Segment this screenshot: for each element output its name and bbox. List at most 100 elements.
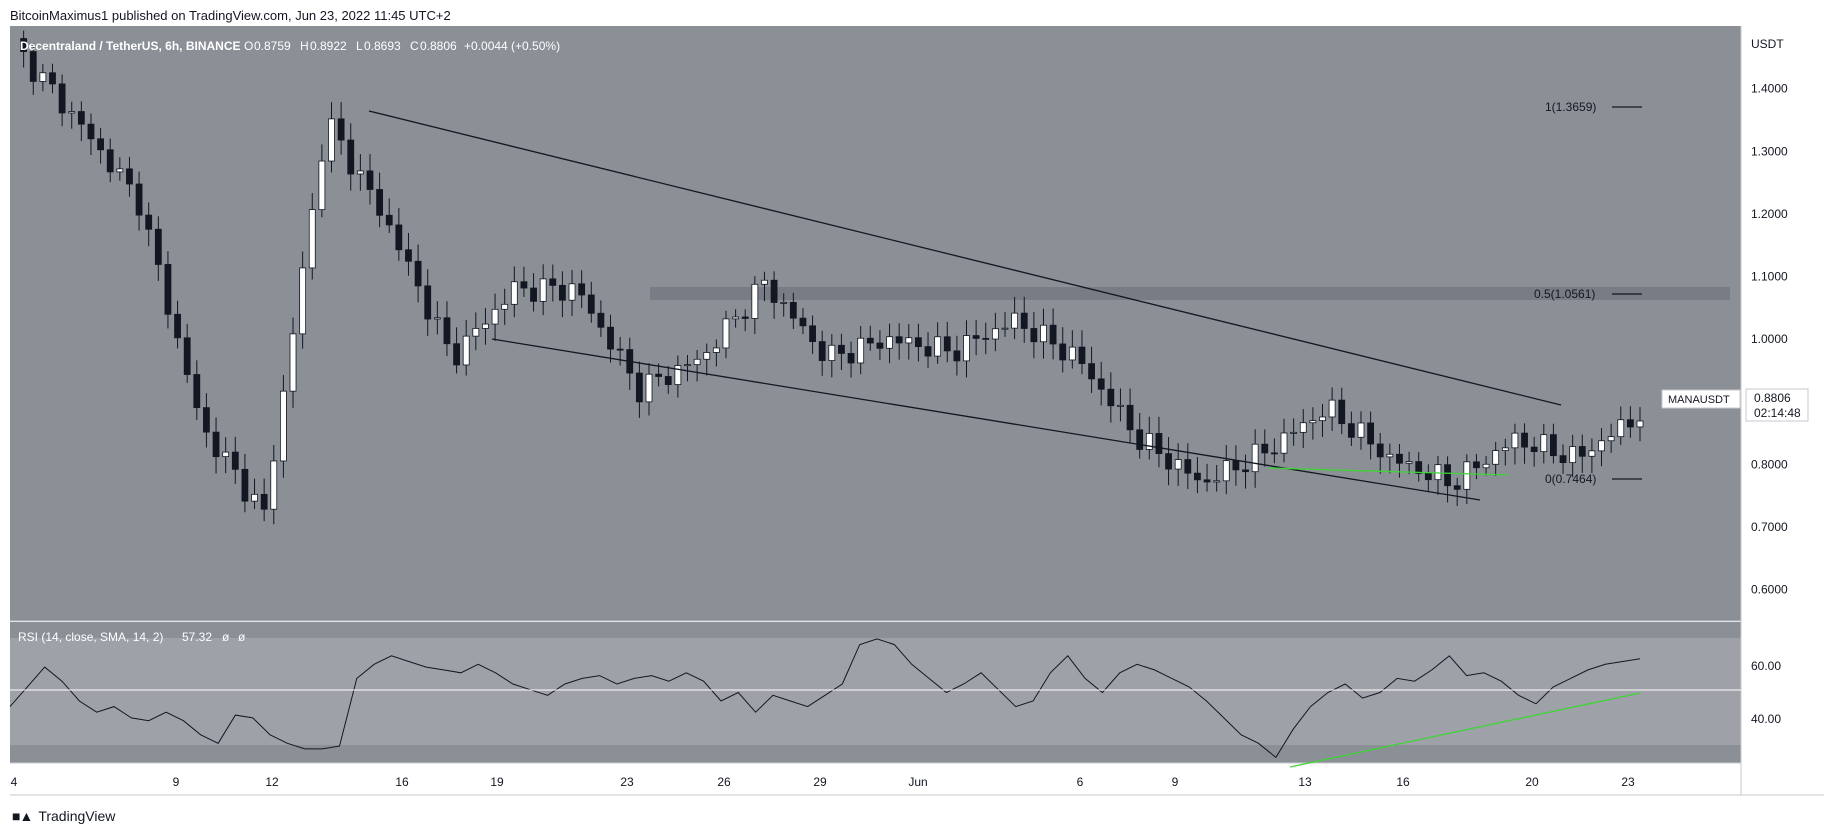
resistance-zone — [650, 287, 1730, 300]
candle-up — [1145, 433, 1153, 450]
candle-down — [1521, 432, 1528, 448]
time-axis: 4 9 12 16 19 23 26 29 Jun 6 9 13 16 20 23 — [11, 775, 1635, 789]
candle-up — [780, 302, 788, 304]
candle-up — [462, 335, 470, 366]
fib-label-0: 0(0.7464) — [1545, 472, 1596, 486]
candle-down — [1347, 423, 1355, 438]
legend-o-value: 0.8759 — [254, 39, 291, 53]
rsi-extra-2: ø — [238, 630, 246, 644]
candle-up — [1299, 422, 1307, 433]
candle-up — [568, 283, 576, 301]
candle-up — [116, 168, 124, 173]
candle-up — [318, 160, 326, 211]
candle-down — [1049, 324, 1057, 345]
candle-down — [549, 278, 557, 286]
candle-down — [1550, 434, 1557, 457]
candle-up — [751, 283, 759, 319]
candle-down — [520, 281, 528, 289]
rsi-value: 57.32 — [182, 630, 212, 644]
candle-up — [39, 72, 47, 82]
candle-down — [1473, 461, 1480, 469]
candle-up — [886, 336, 893, 349]
legend-h-value: 0.8922 — [310, 39, 347, 53]
legend-change: +0.0044 (+0.50%) — [464, 39, 560, 53]
candle-up — [1290, 431, 1298, 434]
candle-down — [866, 337, 874, 344]
price-tick: 1.1000 — [1751, 270, 1788, 284]
candle-down — [953, 350, 961, 362]
symbol-legend: Decentraland / TetherUS, 6h, BINANCE O 0… — [20, 39, 560, 53]
candle-down — [635, 372, 643, 403]
footer-brand: TradingView — [38, 808, 116, 824]
legend-h-label: H — [300, 39, 309, 53]
time-tick: 12 — [265, 775, 279, 789]
candle-down — [145, 214, 153, 230]
candle-down — [741, 316, 749, 319]
candle-up — [1040, 324, 1047, 343]
candle-down — [789, 302, 797, 319]
candle-down — [154, 228, 162, 265]
candle-down — [1184, 459, 1192, 474]
legend-o-label: O — [244, 39, 253, 53]
price-tick: 1.2000 — [1751, 207, 1788, 221]
candle-down — [347, 139, 355, 175]
candle-down — [337, 118, 345, 141]
rsi-tick-40: 40.00 — [1751, 712, 1781, 726]
candle-down — [1453, 485, 1461, 490]
candle-down — [838, 344, 845, 354]
candle-down — [982, 337, 990, 340]
candle-down — [212, 431, 220, 458]
candle-down — [915, 337, 922, 347]
candle-up — [703, 352, 711, 360]
candle-up — [1617, 419, 1625, 438]
candle-down — [607, 326, 614, 350]
candle-down — [1232, 460, 1240, 471]
candle-down — [530, 287, 537, 302]
legend-l-label: L — [356, 39, 363, 53]
candle-down — [664, 376, 672, 385]
time-tick: 13 — [1298, 775, 1312, 789]
channel-lower-line — [491, 338, 1481, 501]
candle-up — [1174, 459, 1182, 470]
price-tick: 1.4000 — [1751, 82, 1788, 96]
candle-down — [876, 342, 884, 349]
candle-down — [1338, 399, 1346, 425]
candle-up — [68, 111, 76, 114]
candle-down — [799, 317, 807, 327]
price-tick: 0.8000 — [1751, 457, 1788, 471]
candle-down — [1107, 388, 1115, 407]
price-tick: 0.6000 — [1751, 583, 1788, 597]
candle-down — [1136, 429, 1144, 450]
candle-down — [1367, 422, 1375, 445]
channel-upper-line — [368, 110, 1562, 406]
legend-l-value: 0.8693 — [364, 39, 401, 53]
candle-down — [1097, 378, 1105, 390]
candle-up — [1569, 446, 1577, 464]
time-tick: Jun — [908, 775, 927, 789]
candles-group — [20, 30, 1644, 525]
candle-down — [943, 336, 951, 352]
candle-down — [1155, 433, 1163, 455]
candle-up — [645, 373, 653, 403]
candle-down — [1261, 443, 1269, 454]
candle-down — [106, 149, 114, 173]
candle-down — [895, 336, 903, 344]
candle-down — [29, 51, 37, 82]
candle-up — [501, 303, 509, 310]
candle-down — [231, 451, 239, 470]
legend-c-value: 0.8806 — [420, 39, 457, 53]
candle-down — [559, 284, 566, 301]
candle-up — [1319, 416, 1326, 422]
candle-up — [991, 328, 999, 340]
candle-up — [328, 118, 335, 162]
candle-down — [1078, 346, 1086, 365]
candle-down — [414, 260, 422, 287]
candle-down — [1626, 419, 1634, 428]
legend-c-label: C — [410, 39, 419, 53]
symbol-tag: MANAUSDT — [1668, 394, 1730, 406]
candle-up — [1280, 432, 1288, 454]
candle-up — [472, 328, 480, 337]
candle-up — [279, 390, 287, 462]
last-price-box — [1745, 388, 1809, 422]
